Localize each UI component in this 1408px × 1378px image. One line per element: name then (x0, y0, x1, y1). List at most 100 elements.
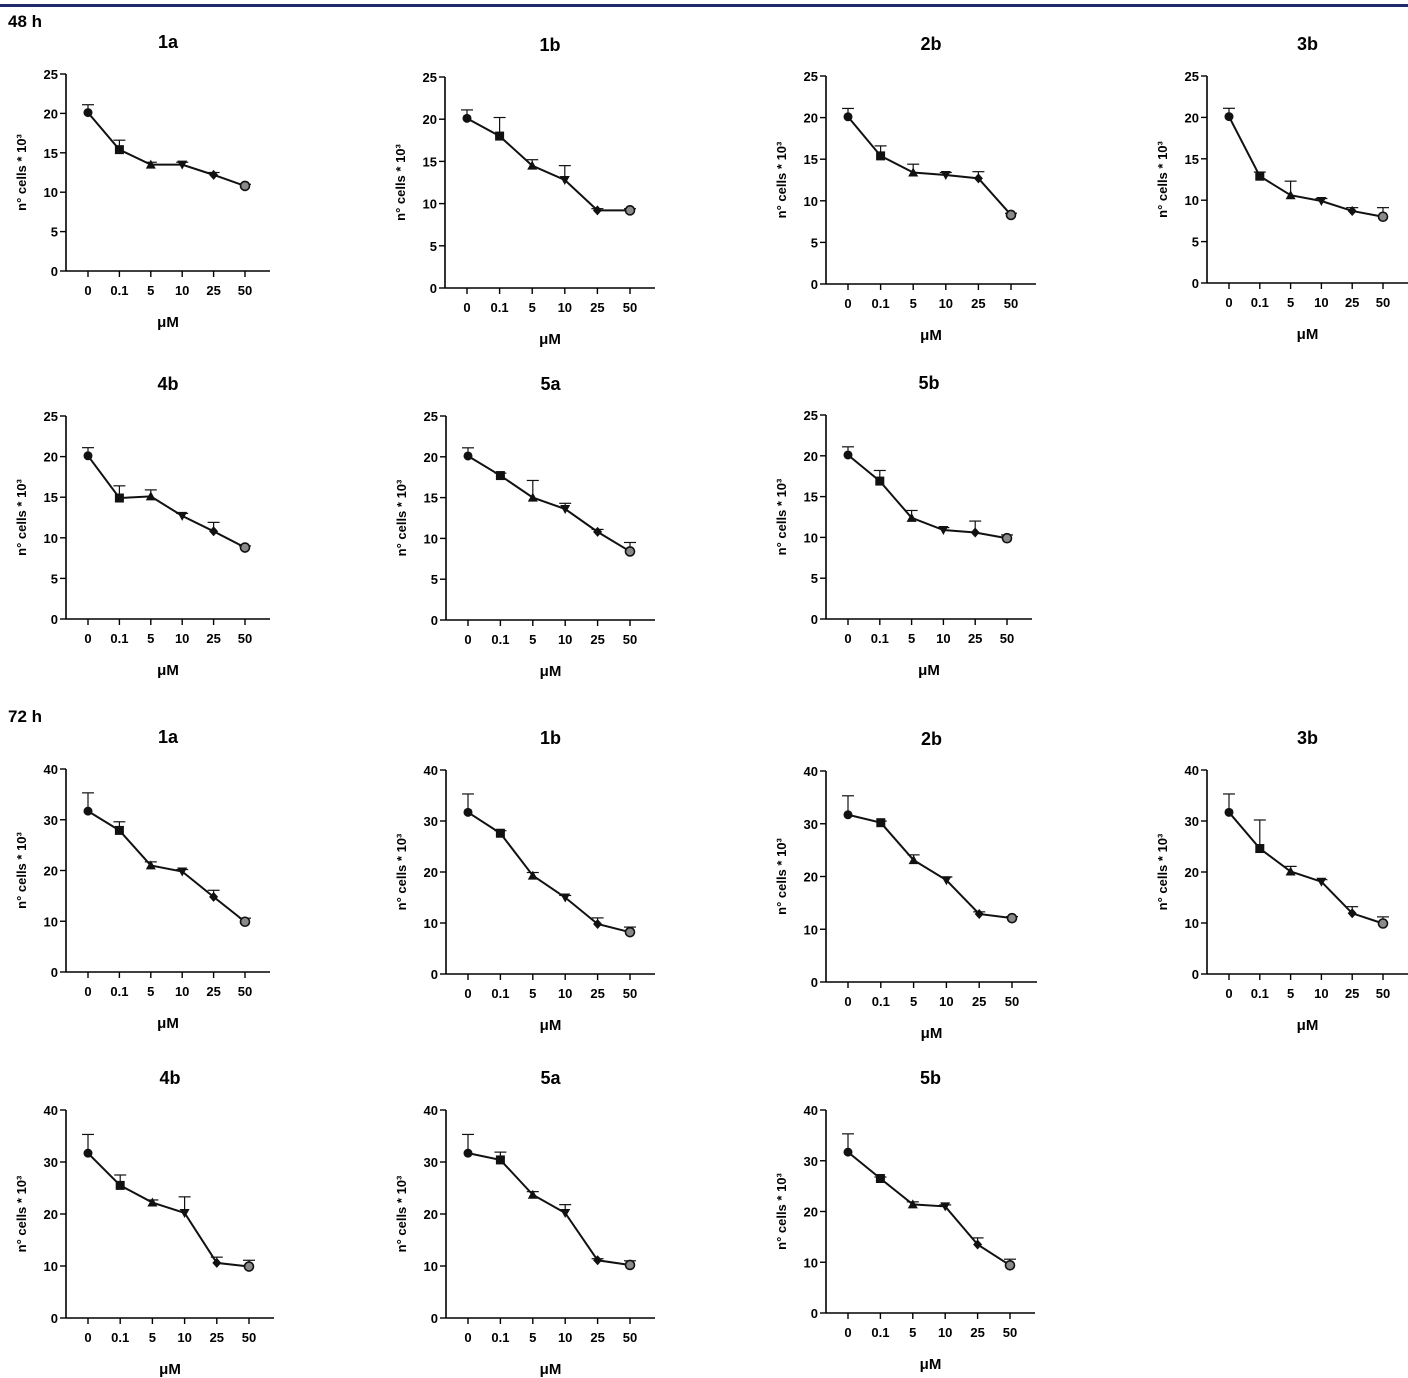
y-axis-label: n° cells * 10³ (14, 1175, 29, 1252)
data-point-marker (527, 492, 538, 502)
chart-panel-72h-5b: 5b 0 10 20 30 40 0 0.1 5 10 25 50 μM n° cells * 10³ (774, 1068, 1035, 1373)
x-tick-label: 50 (623, 986, 637, 1001)
x-tick-label: 5 (147, 984, 154, 999)
x-tick-label: 10 (175, 283, 189, 298)
y-tick-label: 20 (804, 111, 818, 126)
x-axis-label: μM (157, 314, 179, 331)
data-point-marker (941, 876, 952, 886)
x-tick-label: 50 (242, 1330, 256, 1345)
y-tick-label: 15 (804, 152, 818, 167)
data-point-marker (495, 131, 505, 141)
y-tick-label: 0 (431, 1311, 438, 1326)
y-tick-label: 10 (44, 1259, 58, 1274)
data-point-marker (1001, 532, 1013, 544)
data-point-marker (114, 825, 124, 835)
data-point-marker (212, 1257, 222, 1268)
y-axis-label: n° cells * 10³ (393, 143, 408, 220)
chart-panel-72h-1a: 1a 0 10 20 30 40 0 0.1 5 10 25 50 μM n° cells * 10³ (14, 727, 270, 1032)
data-point-marker (145, 491, 156, 501)
x-tick-label: 5 (529, 986, 536, 1001)
x-tick-label: 0.1 (871, 1325, 889, 1340)
y-tick-label: 0 (51, 612, 58, 627)
data-point-marker (83, 806, 93, 816)
y-tick-label: 15 (44, 490, 58, 505)
y-tick-label: 10 (44, 185, 58, 200)
series-line (847, 454, 1008, 540)
y-tick-label: 0 (1192, 276, 1199, 291)
x-tick-label: 5 (1287, 295, 1294, 310)
x-tick-label: 25 (971, 296, 985, 311)
x-tick-label: 0.1 (1251, 295, 1269, 310)
data-point-marker (177, 160, 188, 170)
data-point-marker (145, 860, 156, 870)
x-tick-label: 10 (1314, 986, 1328, 1001)
x-tick-label: 50 (238, 283, 252, 298)
chart-title: 4b (159, 1068, 180, 1088)
y-tick-label: 10 (804, 922, 818, 937)
chart-title: 5a (540, 374, 561, 394)
y-tick-label: 20 (44, 864, 58, 879)
y-tick-label: 20 (804, 1205, 818, 1220)
series-line (1228, 116, 1384, 218)
data-point-marker (875, 476, 885, 486)
data-point-marker (145, 159, 156, 169)
x-tick-label: 5 (909, 1325, 916, 1340)
data-point-marker (83, 451, 93, 461)
y-tick-label: 5 (51, 225, 58, 240)
chart-panel-48h-2b: 2b 0 5 10 15 20 25 0 0.1 5 10 25 50 μM n° cells * 10³ (774, 34, 1036, 344)
data-point-marker (209, 526, 219, 537)
y-tick-label: 25 (1185, 69, 1199, 84)
x-tick-label: 25 (972, 994, 986, 1009)
x-axis-label: μM (920, 327, 942, 344)
y-axis-label: n° cells * 10³ (774, 837, 789, 914)
y-tick-label: 10 (44, 531, 58, 546)
data-point-marker (843, 1147, 853, 1157)
x-tick-label: 5 (529, 632, 536, 647)
x-axis-label: μM (540, 1017, 562, 1034)
y-tick-label: 0 (431, 967, 438, 982)
x-tick-label: 50 (623, 632, 637, 647)
y-tick-label: 30 (424, 814, 438, 829)
x-axis-label: μM (918, 662, 940, 679)
y-tick-label: 20 (44, 1207, 58, 1222)
x-tick-label: 25 (1345, 986, 1359, 1001)
y-tick-label: 30 (804, 817, 818, 832)
y-tick-label: 0 (51, 1311, 58, 1326)
y-tick-label: 0 (1192, 967, 1199, 982)
chart-panel-48h-1b: 1b 0 5 10 15 20 25 0 0.1 5 10 25 50 μM n° cells * 10³ (393, 35, 655, 348)
data-point-marker (624, 205, 636, 216)
y-tick-label: 40 (1185, 763, 1199, 778)
data-point-marker (940, 1202, 951, 1212)
y-tick-label: 0 (51, 965, 58, 980)
y-axis-label: n° cells * 10³ (14, 478, 29, 555)
y-tick-label: 20 (1185, 865, 1199, 880)
data-point-marker (875, 1174, 885, 1184)
data-point-marker (463, 807, 473, 817)
x-axis-label: μM (1297, 326, 1319, 343)
data-point-marker (527, 160, 538, 170)
x-tick-label: 0 (464, 632, 471, 647)
x-tick-label: 10 (558, 986, 572, 1001)
data-point-marker (1377, 918, 1389, 929)
y-tick-label: 10 (424, 1259, 438, 1274)
series-line (847, 813, 1013, 920)
x-tick-label: 0 (84, 1330, 91, 1345)
x-tick-label: 10 (939, 296, 953, 311)
data-point-marker (1004, 1259, 1016, 1271)
data-point-marker (1285, 866, 1296, 876)
y-tick-label: 10 (1185, 193, 1199, 208)
data-point-marker (843, 112, 853, 122)
x-tick-label: 50 (1000, 631, 1014, 646)
x-tick-label: 5 (910, 296, 917, 311)
chart-title: 4b (157, 374, 178, 394)
data-point-marker (1255, 171, 1265, 181)
y-tick-label: 30 (424, 1155, 438, 1170)
data-point-marker (1255, 844, 1265, 854)
y-tick-label: 15 (423, 154, 437, 169)
data-point-marker (495, 828, 505, 838)
y-tick-label: 25 (424, 409, 438, 424)
data-point-marker (938, 526, 949, 536)
y-tick-label: 40 (424, 1103, 438, 1118)
data-point-marker (239, 916, 251, 928)
